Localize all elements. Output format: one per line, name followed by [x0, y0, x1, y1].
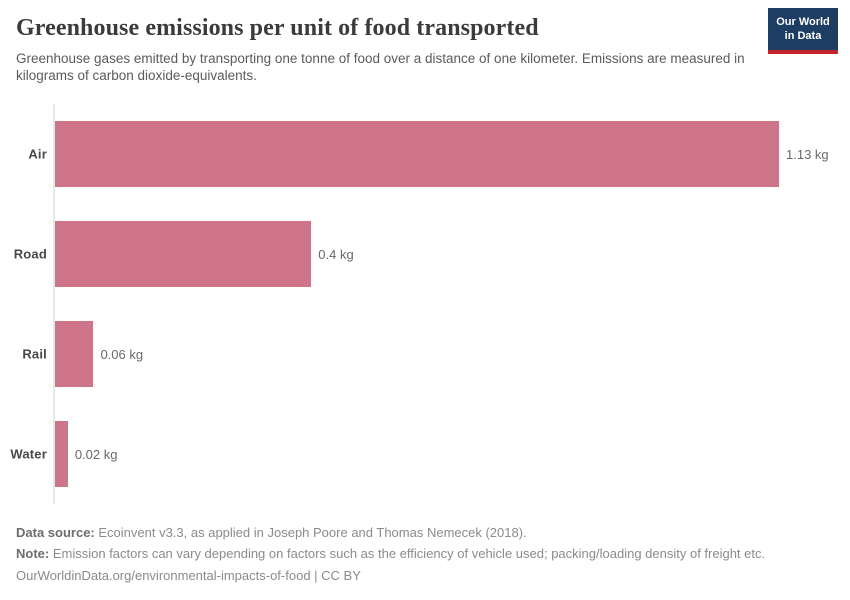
value-label-rail: 0.06 kg [100, 346, 144, 362]
citation-link[interactable]: OurWorldinData.org/environmental-impacts… [16, 567, 311, 583]
bar-area: 0.4 kg [55, 204, 779, 304]
bar-chart: Air 1.13 kg Road 0.4 kg Rail 0.06 kg Water 0.02… [0, 104, 850, 505]
bar-area: 0.06 kg [55, 304, 779, 404]
bar-area: 0.02 kg [55, 404, 779, 504]
bar-row: Road 0.4 kg [0, 204, 850, 304]
bar-road[interactable] [55, 221, 312, 288]
bar-air[interactable] [55, 121, 779, 188]
citation-line: OurWorldinData.org/environmental-impacts… [16, 565, 834, 586]
category-label-water: Water [10, 446, 47, 462]
value-label-water: 0.02 kg [74, 446, 118, 462]
chart-rows: Air 1.13 kg Road 0.4 kg Rail 0.06 kg Water 0.02… [0, 104, 850, 504]
owid-logo[interactable]: Our World in Data [768, 8, 838, 54]
note-text: Emission factors can vary depending on f… [52, 546, 766, 562]
bar-row: Air 1.13 kg [0, 104, 850, 204]
chart-header: Greenhouse emissions per unit of food tr… [0, 0, 850, 84]
note-line: Note: Emission factors can vary dependin… [16, 543, 834, 564]
bar-row: Rail 0.06 kg [0, 304, 850, 404]
citation-license: | CC BY [310, 567, 361, 583]
y-axis-line [53, 104, 55, 505]
owid-logo-line2: in Data [784, 30, 822, 43]
data-source-label: Data source: [16, 525, 95, 540]
owid-logo-line1: Our World [776, 16, 830, 28]
chart-subtitle: Greenhouse gases emitted by transporting… [16, 50, 745, 84]
data-source-text: Ecoinvent v3.3, as applied in Joseph Poo… [98, 525, 527, 540]
note-label: Note: [16, 546, 50, 562]
bar-rail[interactable] [55, 321, 94, 388]
value-label-road: 0.4 kg [318, 246, 354, 262]
bar-row: Water 0.02 kg [0, 404, 850, 504]
chart-title: Greenhouse emissions per unit of food tr… [16, 15, 539, 41]
chart-footer: Data source: Ecoinvent v3.3, as applied … [16, 522, 834, 586]
category-label-rail: Rail [22, 346, 47, 362]
data-source-line: Data source: Ecoinvent v3.3, as applied … [16, 522, 834, 543]
bar-water[interactable] [55, 421, 68, 488]
value-label-air: 1.13 kg [786, 146, 829, 162]
category-label-road: Road [13, 246, 47, 262]
bar-area: 1.13 kg [55, 104, 829, 204]
category-label-air: Air [28, 146, 47, 162]
